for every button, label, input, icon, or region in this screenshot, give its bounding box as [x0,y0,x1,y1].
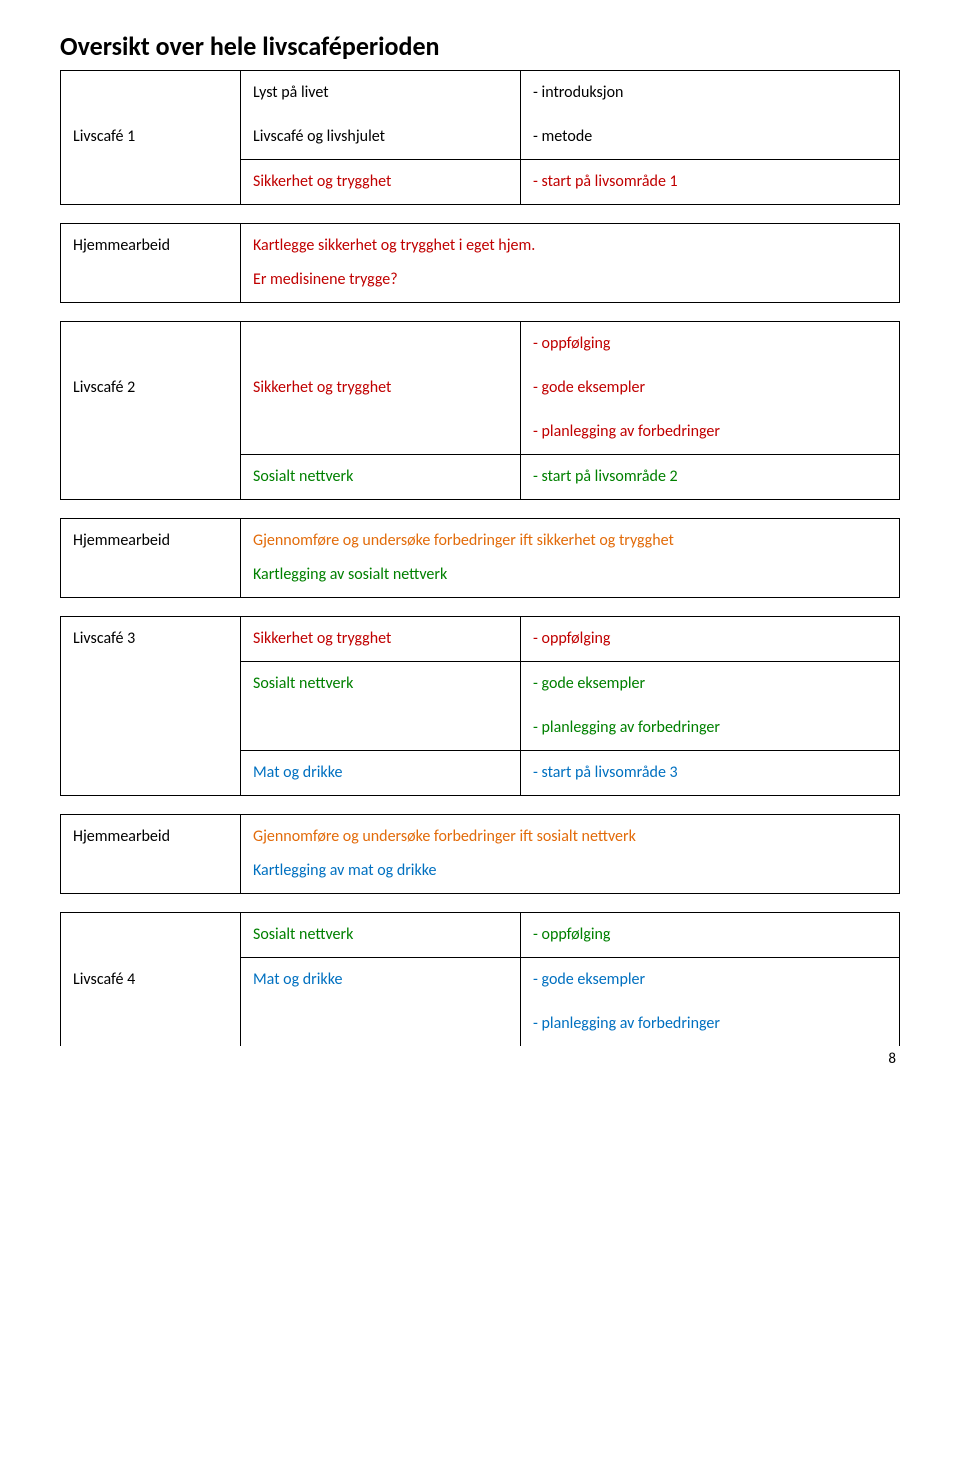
table-livscafe-1: Lyst på livet - introduksjon Livscafé 1 … [60,70,900,205]
table-hjemmearbeid-1: Hjemmearbeid Kartlegge sikkerhet og tryg… [60,223,900,303]
cell: Livscafé 3 [61,617,241,662]
text-line: Gjennomføre og undersøke forbedringer if… [253,825,887,849]
table-livscafe-3: Livscafé 3 Sikkerhet og trygghet - oppfø… [60,616,900,796]
cell: Mat og drikke [241,751,521,796]
cell: Mat og drikke [241,958,521,1003]
cell: Sikkerhet og trygghet [241,160,521,205]
cell [61,160,241,205]
text-line: Kartlegging av sosialt nettverk [253,563,887,587]
cell-content: Gjennomføre og undersøke forbedringer if… [241,815,900,894]
cell: - metode [521,115,900,160]
cell [61,71,241,116]
cell [61,410,241,455]
cell: - gode eksempler [521,366,900,410]
text-line: Kartlegge sikkerhet og trygghet i eget h… [253,234,887,258]
table-hjemmearbeid-2: Hjemmearbeid Gjennomføre og undersøke fo… [60,518,900,598]
cell: - planlegging av forbedringer [521,410,900,455]
cell-label: Hjemmearbeid [61,224,241,303]
cell: - start på livsområde 1 [521,160,900,205]
cell: Sosialt nettverk [241,913,521,958]
cell: - oppfølging [521,322,900,367]
cell: - introduksjon [521,71,900,116]
cell: Livscafé 4 [61,958,241,1003]
cell [61,913,241,958]
text-line: Er medisinene trygge? [253,268,887,292]
cell: - start på livsområde 2 [521,455,900,500]
cell [241,706,521,751]
cell: Sikkerhet og trygghet [241,617,521,662]
cell: Livscafé 1 [61,115,241,160]
cell [61,455,241,500]
cell [61,322,241,367]
page-number: 8 [60,1050,900,1068]
cell: Sosialt nettverk [241,455,521,500]
cell: - planlegging av forbedringer [521,1002,900,1046]
cell [61,751,241,796]
cell: - oppfølging [521,913,900,958]
text-line: Kartlegging av mat og drikke [253,859,887,883]
table-livscafe-4: Sosialt nettverk - oppfølging Livscafé 4… [60,912,900,1046]
cell: - planlegging av forbedringer [521,706,900,751]
cell: Sikkerhet og trygghet [241,366,521,410]
cell-content: Kartlegge sikkerhet og trygghet i eget h… [241,224,900,303]
cell-content: Gjennomføre og undersøke forbedringer if… [241,519,900,598]
table-hjemmearbeid-3: Hjemmearbeid Gjennomføre og undersøke fo… [60,814,900,894]
cell: - gode eksempler [521,662,900,707]
cell: - gode eksempler [521,958,900,1003]
text-line: Gjennomføre og undersøke forbedringer if… [253,529,887,553]
cell-label: Hjemmearbeid [61,519,241,598]
cell [241,322,521,367]
cell [61,662,241,707]
page-title: Oversikt over hele livscaféperioden [60,30,900,62]
cell [61,706,241,751]
cell: Lyst på livet [241,71,521,116]
cell: - oppfølging [521,617,900,662]
cell-label: Hjemmearbeid [61,815,241,894]
cell [61,1002,241,1046]
cell: Sosialt nettverk [241,662,521,707]
cell: Livscafé og livshjulet [241,115,521,160]
cell [241,1002,521,1046]
cell: Livscafé 2 [61,366,241,410]
cell [241,410,521,455]
table-livscafe-2: - oppfølging Livscafé 2 Sikkerhet og try… [60,321,900,500]
cell: - start på livsområde 3 [521,751,900,796]
